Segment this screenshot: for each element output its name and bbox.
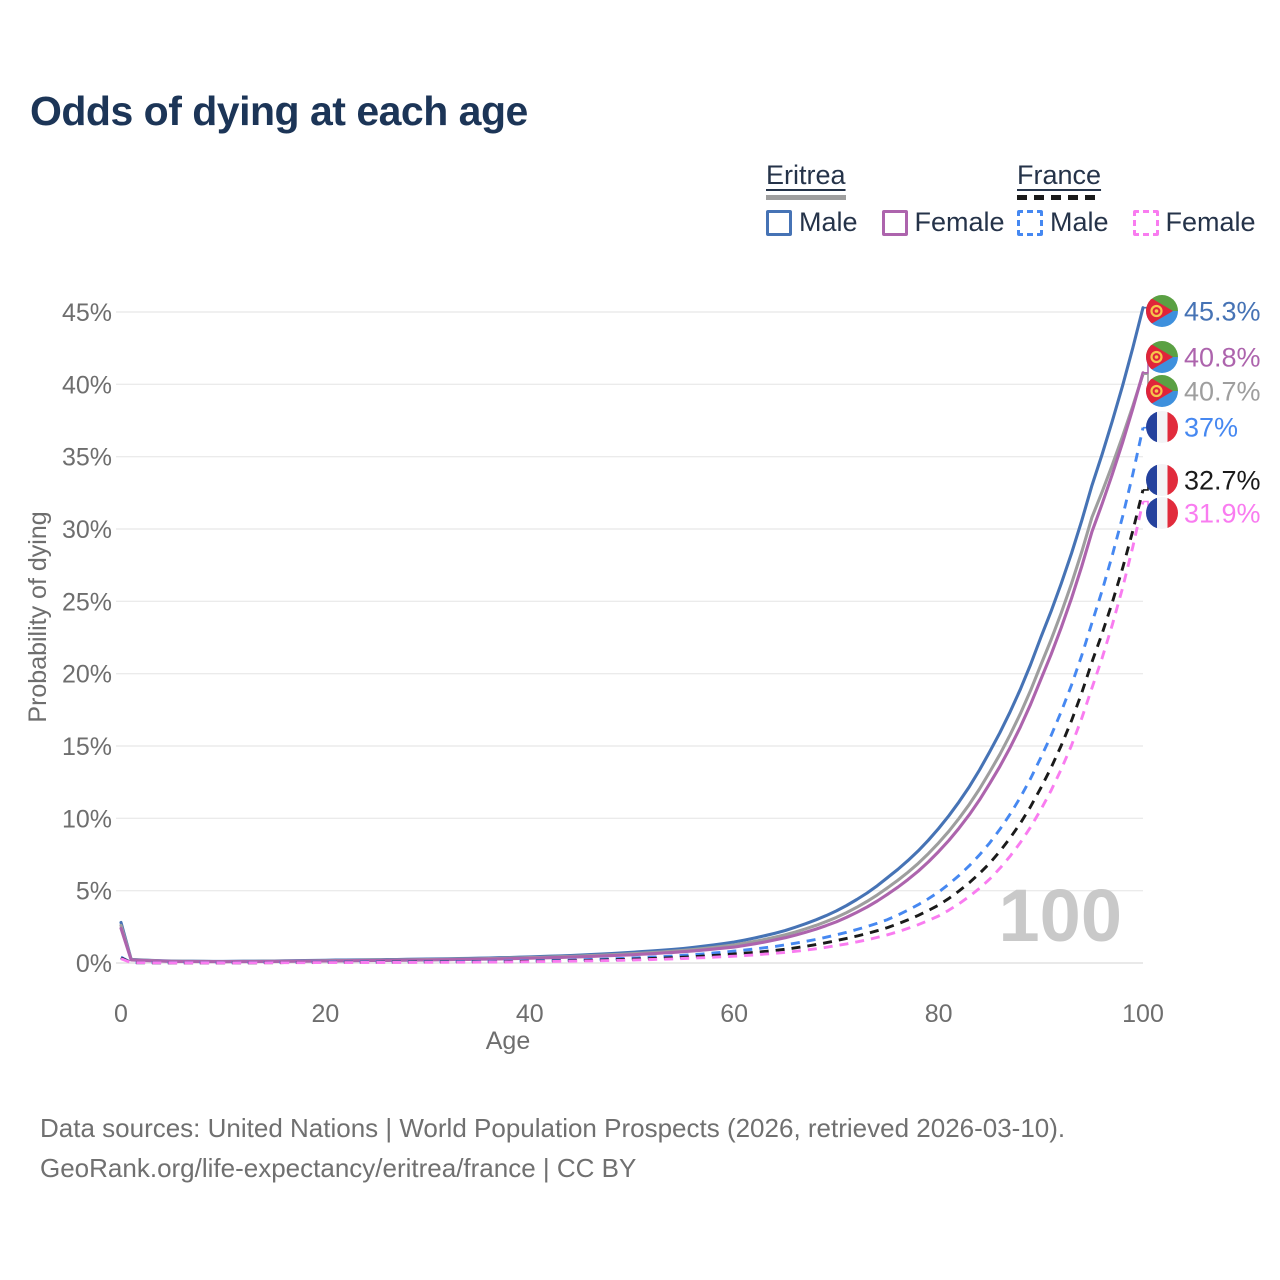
y-tick-label: 25% <box>62 588 112 616</box>
legend-france-male-label: Male <box>1050 207 1109 237</box>
legend-group-eritrea: Eritrea Male Female <box>766 160 1005 238</box>
series-france-total[interactable] <box>120 489 1145 965</box>
y-tick-label: 15% <box>62 733 112 761</box>
legend-france-title[interactable]: France <box>1017 160 1102 190</box>
y-tick-label: 40% <box>62 371 112 399</box>
france-female-swatch <box>1132 209 1159 236</box>
attribution-line: GeoRank.org/life-expectancy/eritrea/fran… <box>40 1153 637 1183</box>
legend-item-france-male[interactable]: Male <box>1017 207 1109 238</box>
series-eritrea-female[interactable] <box>119 371 1145 964</box>
legend-eritrea-female-label: Female <box>914 207 1005 237</box>
france-male-swatch <box>1017 209 1043 236</box>
y-tick-label: 20% <box>62 661 112 689</box>
x-axis-title: Age <box>486 1027 530 1055</box>
france-total-line-swatch <box>1017 195 1102 200</box>
series-end-value-label: 31.9% <box>1184 499 1261 529</box>
series-eritrea-male[interactable] <box>119 306 1145 963</box>
x-tick-label: 20 <box>311 1000 339 1028</box>
legend-france-female-label: Female <box>1165 207 1256 237</box>
legend-item-eritrea-female[interactable]: Female <box>881 207 1005 238</box>
france-flag-icon <box>1146 497 1178 529</box>
y-tick-label: 45% <box>62 299 112 327</box>
series-end-value-label: 40.8% <box>1184 343 1261 373</box>
footer: Data sources: United Nations | World Pop… <box>40 1108 1065 1188</box>
series-france-female[interactable] <box>120 501 1145 965</box>
y-tick-label: 30% <box>62 516 112 544</box>
y-tick-label: 35% <box>62 444 112 472</box>
france-flag-icon <box>1146 411 1178 443</box>
x-tick-label: 100 <box>1122 1000 1164 1028</box>
series-end-value-label: 32.7% <box>1184 466 1261 496</box>
y-tick-label: 0% <box>76 950 112 978</box>
france-flag-icon <box>1146 464 1178 496</box>
legend: Eritrea Male Female France <box>0 160 1280 250</box>
series-eritrea-total[interactable] <box>119 372 1145 964</box>
x-tick-label: 60 <box>720 1000 748 1028</box>
legend-group-france: France Male Female <box>1017 160 1256 238</box>
series-end-value-label: 37% <box>1184 413 1238 443</box>
legend-eritrea-male-label: Male <box>799 207 858 237</box>
y-tick-label: 5% <box>76 878 112 906</box>
x-tick-label: 40 <box>516 1000 544 1028</box>
eritrea-flag-icon <box>1146 375 1178 407</box>
y-tick-label: 10% <box>62 805 112 833</box>
legend-eritrea-title[interactable]: Eritrea <box>766 160 846 190</box>
page-title: Odds of dying at each age <box>30 88 528 134</box>
series-france-male[interactable] <box>120 427 1145 965</box>
y-axis-title: Probability of dying <box>24 511 52 722</box>
legend-item-france-female[interactable]: Female <box>1132 207 1256 238</box>
eritrea-female-swatch <box>881 209 908 236</box>
eritrea-flag-icon <box>1146 295 1178 327</box>
data-sources-line: Data sources: United Nations | World Pop… <box>40 1113 1066 1143</box>
x-tick-label: 80 <box>925 1000 953 1028</box>
age-watermark: 100 <box>999 874 1122 957</box>
legend-item-eritrea-male[interactable]: Male <box>766 207 858 238</box>
eritrea-flag-icon <box>1146 341 1178 373</box>
series-end-value-label: 45.3% <box>1184 297 1261 327</box>
x-tick-label: 0 <box>114 1000 128 1028</box>
eritrea-male-swatch <box>766 209 792 236</box>
series-end-value-label: 40.7% <box>1184 377 1261 407</box>
eritrea-total-line-swatch <box>766 195 846 200</box>
